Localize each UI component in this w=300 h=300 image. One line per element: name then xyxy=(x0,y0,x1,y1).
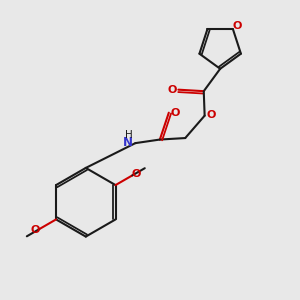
Text: H: H xyxy=(125,130,133,140)
Text: N: N xyxy=(123,136,133,149)
Text: O: O xyxy=(171,108,180,118)
Text: O: O xyxy=(131,169,141,179)
Text: O: O xyxy=(168,85,177,95)
Text: O: O xyxy=(206,110,216,120)
Text: O: O xyxy=(31,225,40,235)
Text: O: O xyxy=(233,21,242,31)
